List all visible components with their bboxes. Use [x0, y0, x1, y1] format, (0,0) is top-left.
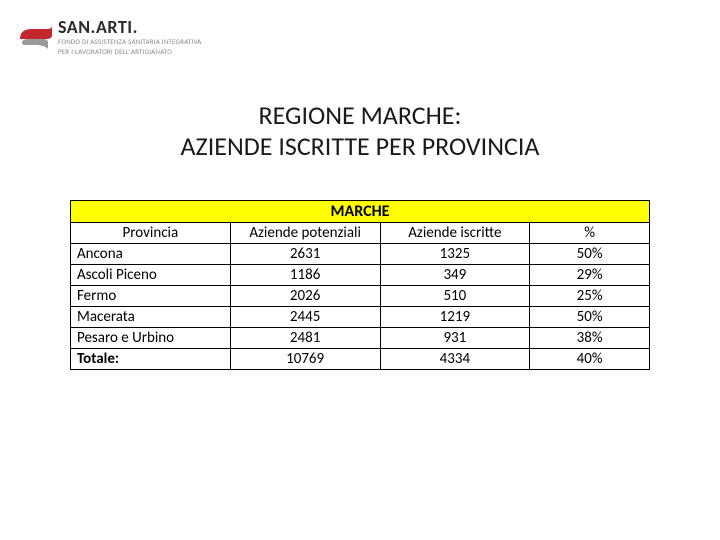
cell-potenziali: 2631 — [230, 244, 380, 265]
cell-iscritte: 1325 — [380, 244, 530, 265]
logo-sub-text-2: PER I LAVORATORI DELL'ARTIGIANATO — [58, 48, 202, 56]
logo-main-text: SAN.ARTI. — [58, 18, 202, 36]
table-row: Macerata 2445 1219 50% — [71, 307, 650, 328]
col-head-provincia: Provincia — [71, 223, 231, 244]
table-row: Ascoli Piceno 1186 349 29% — [71, 265, 650, 286]
cell-iscritte: 931 — [380, 328, 530, 349]
cell-iscritte: 1219 — [380, 307, 530, 328]
cell-iscritte: 510 — [380, 286, 530, 307]
cell-pct: 38% — [530, 328, 650, 349]
cell-pct: 50% — [530, 307, 650, 328]
title-line-1: REGIONE MARCHE: — [0, 100, 720, 131]
data-table: MARCHE Provincia Aziende potenziali Azie… — [70, 200, 650, 370]
table-row: Pesaro e Urbino 2481 931 38% — [71, 328, 650, 349]
col-head-potenziali: Aziende potenziali — [230, 223, 380, 244]
row-label: Fermo — [71, 286, 231, 307]
total-iscritte: 4334 — [380, 349, 530, 370]
table-row: Fermo 2026 510 25% — [71, 286, 650, 307]
row-label: Ancona — [71, 244, 231, 265]
cell-potenziali: 2481 — [230, 328, 380, 349]
col-head-pct: % — [530, 223, 650, 244]
title-line-2: AZIENDE ISCRITTE PER PROVINCIA — [0, 131, 720, 162]
region-header-row: MARCHE — [71, 201, 650, 223]
col-head-iscritte: Aziende iscritte — [380, 223, 530, 244]
logo-text: SAN.ARTI. FONDO DI ASSISTENZA SANITARIA … — [58, 18, 202, 55]
cell-pct: 25% — [530, 286, 650, 307]
region-header: MARCHE — [71, 201, 650, 223]
table-row: Ancona 2631 1325 50% — [71, 244, 650, 265]
cell-pct: 50% — [530, 244, 650, 265]
total-potenziali: 10769 — [230, 349, 380, 370]
logo-sub-text-1: FONDO DI ASSISTENZA SANITARIA INTEGRATIV… — [58, 38, 202, 46]
total-label: Totale: — [71, 349, 231, 370]
row-label: Macerata — [71, 307, 231, 328]
column-header-row: Provincia Aziende potenziali Aziende isc… — [71, 223, 650, 244]
table-total-row: Totale: 10769 4334 40% — [71, 349, 650, 370]
logo-mark-icon — [18, 23, 52, 51]
cell-iscritte: 349 — [380, 265, 530, 286]
row-label: Ascoli Piceno — [71, 265, 231, 286]
cell-potenziali: 2445 — [230, 307, 380, 328]
cell-potenziali: 1186 — [230, 265, 380, 286]
page-title: REGIONE MARCHE: AZIENDE ISCRITTE PER PRO… — [0, 100, 720, 162]
row-label: Pesaro e Urbino — [71, 328, 231, 349]
total-pct: 40% — [530, 349, 650, 370]
cell-pct: 29% — [530, 265, 650, 286]
logo: SAN.ARTI. FONDO DI ASSISTENZA SANITARIA … — [18, 18, 202, 55]
cell-potenziali: 2026 — [230, 286, 380, 307]
